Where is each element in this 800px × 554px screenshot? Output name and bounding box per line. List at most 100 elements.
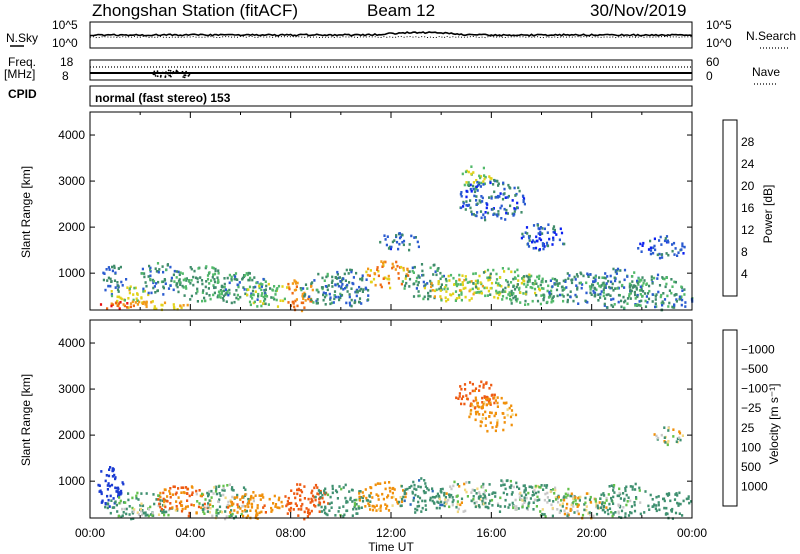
- heatmap-cell: [585, 291, 588, 295]
- freq-tick-bottom: 8: [62, 69, 69, 83]
- heatmap-cell: [421, 499, 424, 503]
- heatmap-cell: [477, 181, 481, 185]
- heatmap-cell: [435, 273, 438, 277]
- heatmap-cell: [334, 283, 337, 287]
- heatmap-cell: [589, 287, 592, 291]
- heatmap-cell: [203, 507, 206, 511]
- heatmap-cell: [264, 511, 267, 514]
- heatmap-cell: [655, 509, 658, 513]
- heatmap-cell: [472, 171, 475, 174]
- heatmap-cell: [157, 498, 160, 501]
- heatmap-cell: [476, 211, 479, 214]
- heatmap-cell: [542, 298, 545, 301]
- heatmap-cell: [666, 512, 669, 516]
- heatmap-cell: [206, 510, 209, 513]
- heatmap-cell: [507, 285, 510, 288]
- heatmap-cell: [458, 485, 461, 488]
- heatmap-cell: [137, 498, 140, 501]
- heatmap-cell: [163, 513, 166, 517]
- heatmap-cell: [494, 412, 497, 416]
- heatmap-cell: [476, 404, 479, 408]
- heatmap-cell: [350, 298, 353, 302]
- heatmap-cell: [490, 411, 493, 415]
- heatmap-cell: [508, 294, 512, 297]
- heatmap-cell: [359, 277, 362, 281]
- heatmap-cell: [633, 284, 636, 287]
- heatmap-cell: [183, 294, 186, 297]
- heatmap-cell: [518, 189, 521, 193]
- heatmap-cell: [613, 491, 616, 494]
- nave-point: [177, 71, 179, 74]
- heatmap-cell: [176, 285, 179, 289]
- heatmap-cell: [458, 392, 461, 395]
- heatmap-cell: [555, 233, 558, 236]
- heatmap-cell: [465, 181, 468, 184]
- heatmap-cell: [623, 286, 626, 289]
- heatmap-cell: [421, 506, 424, 510]
- heatmap-cell: [443, 504, 446, 508]
- heatmap-cell: [350, 304, 353, 308]
- heatmap-cell: [272, 296, 275, 300]
- heatmap-cell: [495, 272, 498, 276]
- heatmap-cell: [247, 278, 250, 282]
- heatmap-cell: [110, 499, 113, 502]
- heatmap-cell: [331, 285, 334, 288]
- heatmap-cell: [558, 282, 561, 285]
- heatmap-cell: [474, 505, 477, 509]
- heatmap-cell: [637, 247, 640, 250]
- heatmap-cell: [496, 401, 499, 405]
- heatmap-cell: [458, 296, 461, 299]
- heatmap-cell: [643, 511, 646, 514]
- heatmap-cell: [678, 295, 681, 299]
- heatmap-cell: [566, 512, 569, 515]
- heatmap-cell: [528, 501, 531, 504]
- heatmap-cell: [423, 286, 426, 290]
- heatmap-cell: [180, 486, 183, 489]
- heatmap-cell: [634, 293, 637, 297]
- heatmap-cell: [386, 277, 389, 281]
- heatmap-cell: [196, 287, 199, 291]
- nave-point: [183, 74, 186, 77]
- heatmap-cell: [189, 282, 192, 285]
- heatmap-cell: [510, 302, 513, 305]
- heatmap-cell: [239, 498, 242, 501]
- heatmap-cell: [406, 268, 409, 271]
- heatmap-cell: [188, 494, 191, 498]
- heatmap-cell: [475, 199, 478, 202]
- heatmap-cell: [141, 504, 145, 507]
- heatmap-cell: [203, 502, 206, 506]
- heatmap-cell: [321, 496, 324, 500]
- heatmap-cell: [147, 293, 150, 297]
- heatmap-cell: [424, 485, 427, 488]
- heatmap-cell: [113, 266, 116, 270]
- heatmap-cell: [252, 499, 255, 503]
- heatmap-cell: [620, 509, 624, 513]
- heatmap-cell: [379, 506, 382, 509]
- heatmap-cell: [402, 268, 405, 272]
- heatmap-cell: [237, 297, 240, 301]
- heatmap-cell: [477, 495, 481, 499]
- heatmap-cell: [109, 284, 112, 288]
- heatmap-cell: [322, 291, 325, 295]
- heatmap-cell: [441, 275, 444, 278]
- heatmap-cell: [314, 505, 317, 508]
- heatmap-cell: [520, 494, 523, 498]
- heatmap-cell: [532, 493, 536, 496]
- heatmap-cell: [526, 283, 529, 286]
- heatmap-cell: [671, 249, 674, 253]
- heatmap-cell: [133, 286, 136, 290]
- heatmap-cell: [660, 253, 663, 256]
- nave-point: [172, 70, 175, 73]
- heatmap-cell: [604, 297, 607, 300]
- heatmap-cell: [230, 509, 233, 512]
- heatmap-cell: [214, 269, 217, 273]
- heatmap-cell: [186, 499, 189, 502]
- heatmap-cell: [533, 498, 536, 502]
- heatmap-cell: [680, 248, 683, 251]
- heatmap-cell: [234, 275, 237, 278]
- heatmap-cell: [173, 306, 176, 309]
- heatmap-cell: [497, 210, 500, 213]
- nave-point: [153, 70, 156, 73]
- heatmap-cell: [531, 286, 534, 290]
